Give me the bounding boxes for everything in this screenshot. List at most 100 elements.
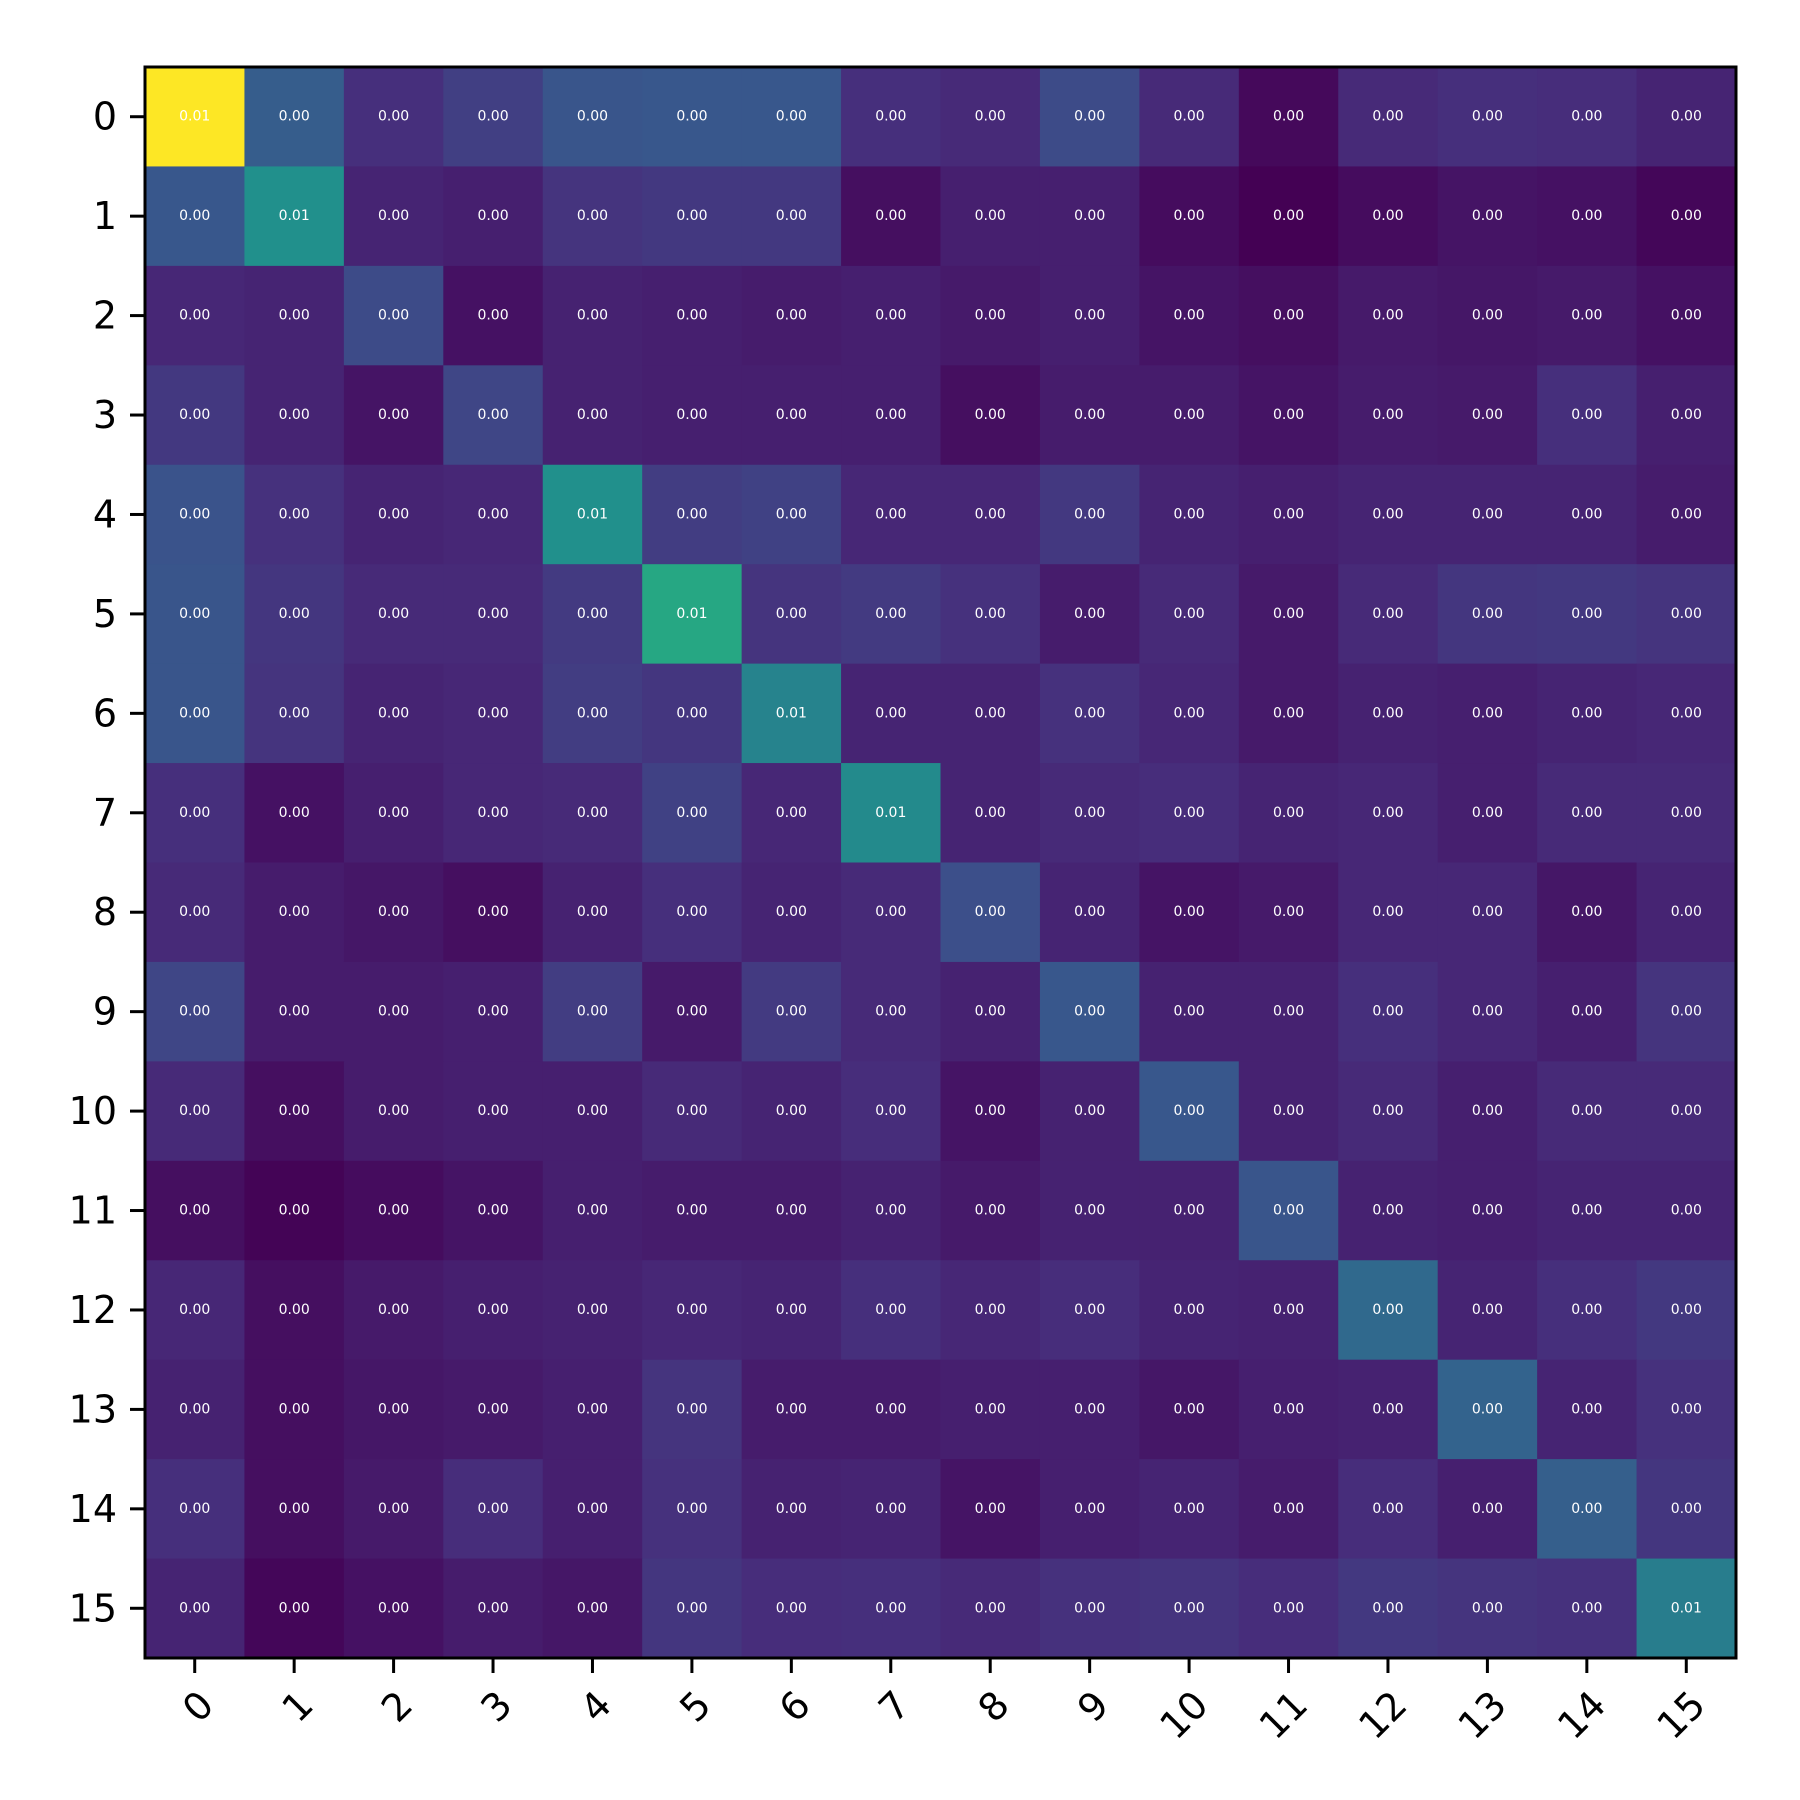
cell-value-15-1: 0.00: [279, 1600, 310, 1616]
cell-value-12-10: 0.00: [1174, 1302, 1205, 1318]
heatmap-cell-13-13: [1437, 1359, 1538, 1460]
cell-value-3-8: 0.00: [975, 407, 1006, 423]
heatmap-cell-13-15: [1636, 1359, 1737, 1460]
cell-value-3-1: 0.00: [279, 407, 310, 423]
cell-value-7-2: 0.00: [378, 805, 409, 821]
heatmap-cell-9-8: [940, 961, 1041, 1062]
heatmap-cell-9-11: [1238, 961, 1339, 1062]
heatmap-cell-11-8: [940, 1160, 1041, 1261]
cell-value-11-8: 0.00: [975, 1203, 1006, 1219]
heatmap-cell-11-2: [343, 1160, 444, 1261]
heatmap-cell-1-9: [1039, 166, 1140, 267]
cell-value-14-0: 0.00: [179, 1501, 210, 1517]
x-tick-label-12: 12: [1350, 1682, 1415, 1747]
heatmap-cell-2-15: [1636, 265, 1737, 366]
cell-value-9-3: 0.00: [477, 1004, 508, 1020]
cell-value-14-9: 0.00: [1074, 1501, 1105, 1517]
cell-value-5-15: 0.00: [1671, 606, 1702, 622]
heatmap-cell-13-7: [841, 1359, 941, 1460]
heatmap-cell-1-1: [244, 166, 345, 267]
heatmap-cell-1-3: [443, 166, 544, 267]
cell-value-7-15: 0.00: [1671, 805, 1702, 821]
heatmap-cell-6-8: [940, 663, 1041, 764]
heatmap-cell-0-7: [841, 67, 941, 167]
y-tick-label-11: 11: [69, 1189, 117, 1233]
cell-value-6-7: 0.00: [875, 705, 906, 721]
heatmap-cell-9-0: [145, 961, 245, 1062]
heatmap-cell-12-6: [741, 1260, 842, 1361]
cell-value-10-8: 0.00: [975, 1103, 1006, 1119]
heatmap-cell-10-0: [145, 1061, 245, 1162]
cell-value-10-12: 0.00: [1372, 1103, 1403, 1119]
heatmap-cell-7-6: [741, 763, 842, 863]
cell-value-8-10: 0.00: [1174, 904, 1205, 920]
heatmap-cell-14-8: [940, 1459, 1041, 1560]
heatmap-cell-14-10: [1139, 1459, 1240, 1560]
cell-value-11-7: 0.00: [875, 1203, 906, 1219]
heatmap-cell-2-13: [1437, 265, 1538, 366]
heatmap-cell-2-6: [741, 265, 842, 366]
cell-value-11-6: 0.00: [776, 1203, 807, 1219]
cell-value-7-0: 0.00: [179, 805, 210, 821]
cell-value-8-14: 0.00: [1571, 904, 1602, 920]
cell-value-6-4: 0.00: [577, 705, 608, 721]
heatmap-cell-6-10: [1139, 663, 1240, 764]
heatmap-cell-8-7: [841, 862, 941, 963]
cell-value-10-14: 0.00: [1571, 1103, 1602, 1119]
x-tick-label-11: 11: [1251, 1682, 1316, 1747]
cell-value-0-12: 0.00: [1372, 109, 1403, 125]
heatmap-cell-12-15: [1636, 1260, 1737, 1361]
cell-value-6-1: 0.00: [279, 705, 310, 721]
y-tick-label-1: 1: [93, 194, 117, 238]
cell-value-13-3: 0.00: [477, 1401, 508, 1417]
cell-value-14-15: 0.00: [1671, 1501, 1702, 1517]
heatmap-cell-5-13: [1437, 564, 1538, 665]
cell-value-9-15: 0.00: [1671, 1004, 1702, 1020]
heatmap-cell-7-5: [642, 763, 743, 863]
heatmap-cell-6-7: [841, 663, 941, 764]
heatmap-cell-9-5: [642, 961, 743, 1062]
cell-value-5-2: 0.00: [378, 606, 409, 622]
heatmap-cell-5-4: [542, 564, 643, 665]
heatmap-cell-12-9: [1039, 1260, 1140, 1361]
heatmap-cell-3-9: [1039, 365, 1140, 466]
heatmap-cell-8-9: [1039, 862, 1140, 963]
cell-value-1-6: 0.00: [776, 208, 807, 224]
y-tick-label-14: 14: [69, 1487, 117, 1531]
heatmap-cell-4-2: [343, 464, 444, 565]
cell-value-6-2: 0.00: [378, 705, 409, 721]
heatmap-cell-3-11: [1238, 365, 1339, 466]
cell-value-14-5: 0.00: [676, 1501, 707, 1517]
cell-value-12-3: 0.00: [477, 1302, 508, 1318]
cell-value-2-7: 0.00: [875, 308, 906, 324]
heatmap-cell-12-8: [940, 1260, 1041, 1361]
cell-value-5-12: 0.00: [1372, 606, 1403, 622]
cell-value-2-12: 0.00: [1372, 308, 1403, 324]
cell-value-10-11: 0.00: [1273, 1103, 1304, 1119]
y-tick-label-13: 13: [69, 1387, 117, 1431]
cell-value-5-13: 0.00: [1472, 606, 1503, 622]
heatmap-cell-11-7: [841, 1160, 941, 1261]
heatmap-cell-12-7: [841, 1260, 941, 1361]
cell-value-5-4: 0.00: [577, 606, 608, 622]
cell-value-4-1: 0.00: [279, 506, 310, 522]
heatmap-cell-5-1: [244, 564, 345, 665]
heatmap-cell-2-5: [642, 265, 743, 366]
cell-value-3-13: 0.00: [1472, 407, 1503, 423]
heatmap-cell-9-2: [343, 961, 444, 1062]
heatmap-cell-6-11: [1238, 663, 1339, 764]
heatmap-cell-0-5: [642, 67, 743, 167]
cell-value-6-15: 0.00: [1671, 705, 1702, 721]
heatmap-cell-9-4: [542, 961, 643, 1062]
heatmap-cell-1-2: [343, 166, 444, 267]
heatmap-cell-5-0: [145, 564, 245, 665]
heatmap-cell-13-8: [940, 1359, 1041, 1460]
heatmap-cell-8-8: [940, 862, 1041, 963]
x-tick-label-9: 9: [1069, 1682, 1117, 1730]
cell-value-6-10: 0.00: [1174, 705, 1205, 721]
cell-value-11-11: 0.00: [1273, 1203, 1304, 1219]
cell-value-5-0: 0.00: [179, 606, 210, 622]
cell-value-2-9: 0.00: [1074, 308, 1105, 324]
heatmap-cell-15-8: [940, 1558, 1041, 1659]
cell-value-15-8: 0.00: [975, 1600, 1006, 1616]
